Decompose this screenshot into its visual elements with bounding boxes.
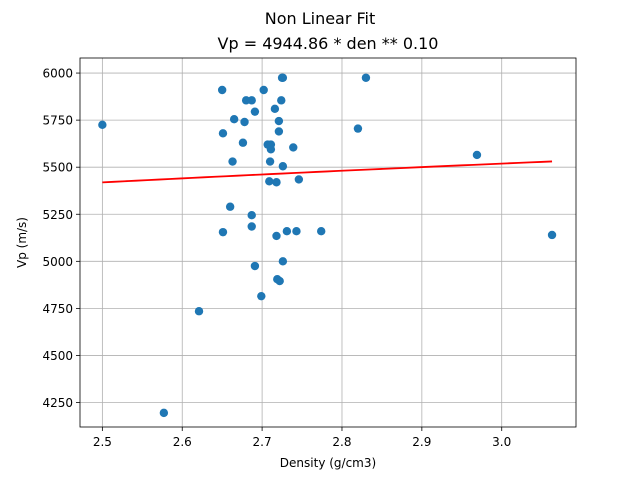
scatter-point [270, 104, 280, 114]
scatter-point [225, 202, 235, 211]
scatter-point [277, 96, 286, 105]
scatter-point [472, 150, 482, 160]
y-axis-label: Vp (m/s) [15, 217, 29, 268]
scatter-point [194, 307, 204, 316]
scatter-points-group [98, 73, 557, 418]
y-axis-ticks: 4250 4500 4750 5000 5250 5500 5750 6000 [42, 67, 80, 410]
chart-title: Non Linear Fit [265, 9, 376, 28]
y-tick-label: 5000 [42, 255, 73, 269]
x-tick-label: 2.6 [173, 435, 192, 449]
scatter-point [294, 175, 304, 184]
y-tick-label: 6000 [42, 67, 73, 81]
scatter-point [218, 227, 228, 237]
scatter-point [282, 227, 292, 236]
scatter-point [278, 73, 288, 82]
scatter-point [272, 231, 281, 241]
grid-lines [80, 58, 576, 427]
scatter-point [98, 120, 107, 130]
scatter-point [247, 222, 256, 231]
y-tick-label: 4500 [42, 349, 73, 363]
scatter-point [274, 116, 284, 126]
scatter-point [159, 408, 169, 418]
y-tick-label: 4750 [42, 302, 73, 316]
scatter-point [274, 127, 284, 136]
scatter-point [265, 177, 274, 186]
scatter-point [278, 162, 288, 171]
x-axis-label: Density (g/cm3) [280, 456, 376, 470]
y-tick-label: 5250 [42, 208, 73, 222]
y-tick-label: 5500 [42, 161, 73, 175]
scatter-point [361, 73, 371, 82]
scatter-point [257, 291, 266, 301]
scatter-point [228, 157, 237, 166]
scatter-point [547, 230, 557, 240]
x-tick-label: 3.0 [492, 435, 511, 449]
x-tick-label: 2.8 [332, 435, 351, 449]
scatter-point [259, 85, 268, 95]
scatter-point [266, 145, 276, 154]
x-tick-label: 2.9 [412, 435, 431, 449]
scatter-point [278, 257, 288, 266]
x-tick-label: 2.5 [93, 435, 112, 449]
scatter-point [289, 143, 298, 152]
scatter-point [317, 227, 326, 236]
scatter-point [265, 157, 275, 166]
y-tick-label: 5750 [42, 114, 73, 128]
x-axis-ticks: 2.5 2.6 2.7 2.8 2.9 3.0 [93, 427, 511, 449]
scatter-point [217, 85, 227, 95]
scatter-point [250, 107, 260, 116]
plot-frame [79, 57, 577, 428]
scatter-point [229, 114, 239, 124]
fit-line [102, 160, 553, 184]
scatter-point [247, 211, 256, 220]
scatter-point [250, 261, 260, 271]
fit-line-group [102, 160, 553, 184]
scatter-point [272, 178, 281, 187]
scatter-point [218, 129, 228, 138]
x-tick-label: 2.7 [253, 435, 272, 449]
scatter-point [247, 96, 256, 105]
scatter-point [275, 276, 284, 286]
scatter-point [238, 138, 248, 147]
scatter-point [353, 124, 363, 133]
chart-subtitle: Vp = 4944.86 * den ** 0.10 [218, 34, 439, 53]
scatter-point [240, 117, 249, 127]
y-tick-label: 4250 [42, 396, 73, 410]
scatter-point [292, 227, 301, 236]
